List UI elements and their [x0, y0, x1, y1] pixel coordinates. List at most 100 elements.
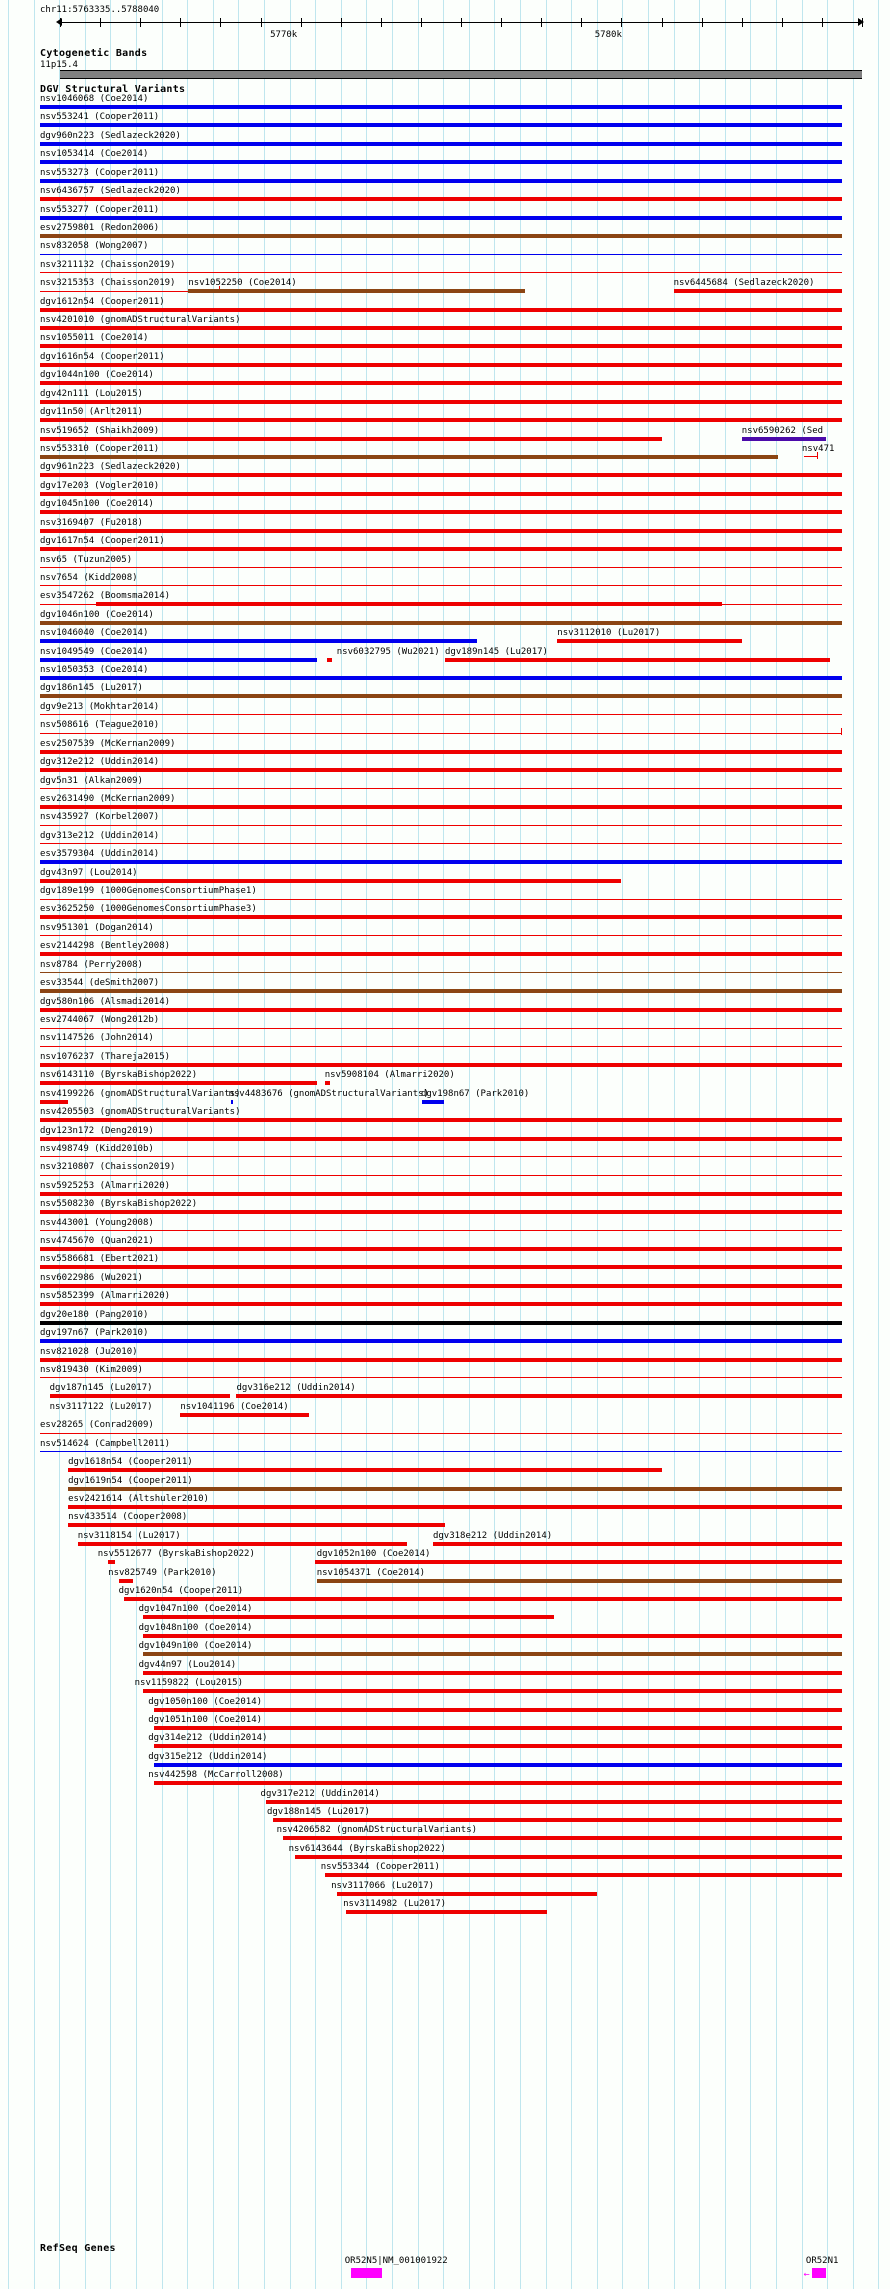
variant-bar[interactable] — [77, 1541, 407, 1546]
variant-label[interactable]: nsv6032795 (Wu2021) — [336, 646, 440, 657]
variant-bar[interactable] — [40, 898, 842, 900]
variant-label[interactable]: nsv433514 (Cooper2008) — [68, 1512, 188, 1523]
variant-label[interactable]: dgv1048n100 (Coe2014) — [138, 1622, 253, 1633]
variant-label[interactable]: dgv1045n100 (Coe2014) — [40, 499, 154, 510]
variant-label[interactable]: dgv17e203 (Vogler2010) — [40, 480, 160, 491]
variant-label[interactable]: nsv3117066 (Lu2017) — [331, 1880, 435, 1891]
variant-label[interactable]: dgv1618n54 (Cooper2011) — [68, 1457, 193, 1468]
variant-label[interactable]: dgv188n145 (Lu2017) — [266, 1807, 370, 1818]
variant-label[interactable]: nsv1053414 (Coe2014) — [40, 149, 149, 160]
variant-label[interactable]: dgv315e212 (Uddin2014) — [148, 1751, 268, 1762]
variant-label[interactable]: dgv317e212 (Uddin2014) — [260, 1788, 380, 1799]
variant-label[interactable]: nsv508616 (Teague2010) — [40, 720, 160, 731]
variant-bar[interactable] — [40, 1027, 842, 1029]
variant-label[interactable]: dgv1616n54 (Cooper2011) — [40, 351, 165, 362]
variant-label[interactable]: dgv187n145 (Lu2017) — [49, 1383, 153, 1394]
variant-bar[interactable] — [445, 657, 830, 662]
variant-bar[interactable] — [40, 473, 842, 478]
variant-label[interactable]: nsv3169407 (Fu2018) — [40, 517, 143, 528]
refseq-gene-label[interactable]: OR52N5|NM_001001922 — [344, 2256, 448, 2266]
variant-label[interactable]: nsv1041196 (Coe2014) — [180, 1401, 289, 1412]
variant-bar[interactable] — [324, 1081, 331, 1086]
variant-bar[interactable] — [40, 567, 842, 568]
variant-label[interactable]: nsv519652 (Shaikh2009) — [40, 425, 160, 436]
variant-bar[interactable] — [124, 1597, 842, 1602]
variant-label[interactable]: dgv1051n100 (Coe2014) — [148, 1714, 263, 1725]
variant-bar[interactable] — [272, 1818, 842, 1823]
variant-bar[interactable] — [40, 1377, 842, 1379]
variant-label[interactable]: nsv1159822 (Lou2015) — [134, 1678, 243, 1689]
variant-bar[interactable] — [142, 1670, 842, 1675]
variant-label[interactable]: dgv123n172 (Deng2019) — [40, 1125, 154, 1136]
variant-label[interactable]: esv2507539 (McKernan2009) — [40, 738, 176, 749]
variant-label[interactable]: nsv443001 (Young2008) — [40, 1217, 154, 1228]
variant-bar[interactable] — [40, 768, 842, 773]
variant-bar[interactable] — [142, 1689, 842, 1694]
variant-label[interactable]: nsv6143644 (ByrskaBishop2022) — [288, 1843, 446, 1854]
variant-label[interactable]: dgv186n145 (Lu2017) — [40, 683, 143, 694]
variant-label[interactable]: nsv3211132 (Chaisson2019) — [40, 259, 176, 270]
variant-label[interactable]: nsv1055011 (Coe2014) — [40, 333, 149, 344]
variant-bar[interactable] — [40, 676, 842, 681]
variant-bar[interactable] — [40, 1451, 842, 1453]
variant-bar[interactable] — [40, 326, 842, 331]
variant-label[interactable]: nsv5586681 (Ebert2021) — [40, 1254, 160, 1265]
variant-label[interactable]: dgv960n223 (Sedlazeck2020) — [40, 130, 181, 141]
variant-label[interactable]: nsv6590262 (Sed — [741, 425, 824, 436]
variant-label[interactable]: esv33544 (deSmith2007) — [40, 978, 160, 989]
variant-bar[interactable] — [315, 1560, 842, 1565]
variant-bar[interactable] — [153, 1781, 842, 1786]
variant-label[interactable]: esv3547262 (Boomsma2014) — [40, 591, 171, 602]
variant-bar[interactable] — [40, 141, 842, 146]
variant-label[interactable]: nsv5512677 (ByrskaBishop2022) — [97, 1549, 255, 1560]
variant-label[interactable]: nsv553241 (Cooper2011) — [40, 112, 160, 123]
variant-label[interactable]: nsv3114982 (Lu2017) — [343, 1899, 447, 1910]
variant-label[interactable]: nsv514624 (Campbell2011) — [40, 1438, 171, 1449]
variant-bar[interactable] — [68, 1523, 445, 1528]
variant-label[interactable]: dgv1620n54 (Cooper2011) — [118, 1586, 244, 1597]
variant-label[interactable]: dgv189n145 (Lu2017) — [445, 646, 548, 657]
variant-label[interactable]: nsv1076237 (Thareja2015) — [40, 1051, 171, 1062]
variant-bar[interactable] — [40, 454, 778, 459]
variant-bar[interactable] — [40, 178, 842, 183]
variant-bar[interactable] — [40, 878, 622, 883]
variant-bar[interactable] — [557, 639, 742, 644]
variant-bar[interactable] — [421, 1099, 445, 1104]
variant-label[interactable]: esv2759801 (Redon2006) — [40, 222, 160, 233]
variant-label[interactable]: nsv7654 (Kidd2008) — [40, 572, 138, 583]
variant-bar[interactable] — [40, 436, 662, 441]
variant-bar[interactable] — [68, 1468, 662, 1473]
variant-label[interactable]: dgv42n111 (Lou2015) — [40, 388, 143, 399]
variant-bar[interactable] — [40, 1357, 842, 1362]
variant-bar[interactable] — [40, 307, 842, 312]
variant-bar[interactable] — [40, 714, 842, 716]
variant-bar[interactable] — [180, 1412, 309, 1417]
variant-bar[interactable] — [118, 1578, 134, 1583]
variant-label[interactable]: dgv580n106 (Alsmadi2014) — [40, 996, 171, 1007]
variant-label[interactable]: nsv3215353 (Chaisson2019) — [40, 278, 176, 289]
variant-label[interactable]: dgv20e180 (Pang2010) — [40, 1309, 149, 1320]
variant-label[interactable]: nsv553344 (Cooper2011) — [320, 1862, 440, 1873]
variant-bar[interactable] — [40, 824, 842, 826]
variant-bar[interactable] — [40, 215, 842, 220]
variant-label[interactable]: nsv553277 (Cooper2011) — [40, 204, 160, 215]
variant-label[interactable]: nsv5908104 (Almarri2020) — [324, 1070, 455, 1081]
variant-label[interactable]: nsv4205503 (gnomADStructuralVariants) — [40, 1107, 241, 1118]
variant-label[interactable]: esv2144298 (Bentley2008) — [40, 941, 171, 952]
variant-bar[interactable] — [40, 1432, 842, 1434]
variant-bar[interactable] — [40, 290, 221, 292]
variant-bar[interactable] — [40, 1118, 842, 1123]
variant-label[interactable]: dgv314e212 (Uddin2014) — [148, 1733, 268, 1744]
variant-bar[interactable] — [96, 602, 722, 607]
variant-label[interactable]: dgv1052n100 (Coe2014) — [316, 1549, 431, 1560]
variant-bar[interactable] — [40, 547, 842, 552]
variant-bar[interactable] — [40, 105, 842, 109]
variant-label[interactable]: dgv1046n100 (Coe2014) — [40, 609, 154, 620]
variant-label[interactable]: dgv961n223 (Sedlazeck2020) — [40, 462, 181, 473]
variant-label[interactable]: dgv1619n54 (Cooper2011) — [68, 1475, 193, 1486]
variant-bar[interactable] — [49, 1394, 231, 1399]
variant-label[interactable]: nsv4745670 (Quan2021) — [40, 1236, 154, 1247]
variant-label[interactable]: nsv6445684 (Sedlazeck2020) — [673, 278, 815, 289]
variant-bar[interactable] — [40, 160, 842, 165]
variant-bar[interactable] — [324, 1873, 842, 1878]
